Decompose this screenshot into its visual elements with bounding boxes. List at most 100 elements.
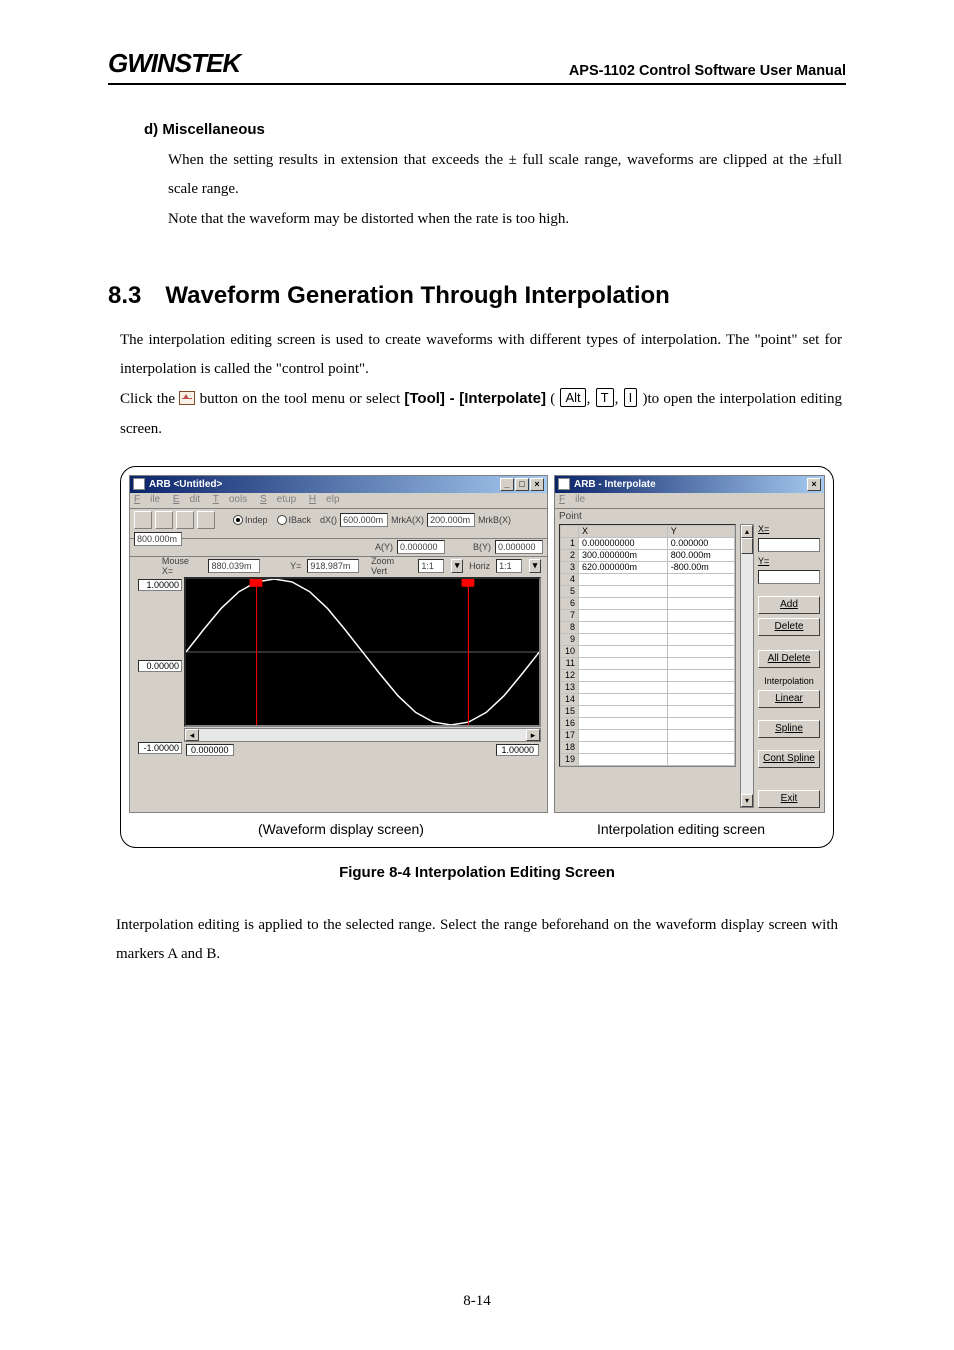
grid-cell[interactable]: [667, 681, 734, 693]
menu-file[interactable]: File: [134, 494, 160, 505]
scroll-right-arrow[interactable]: ▸: [526, 729, 540, 741]
radio-iback[interactable]: IBack: [277, 515, 312, 525]
tool-btn-1[interactable]: [134, 511, 152, 529]
menu-edit[interactable]: Edit: [173, 494, 200, 505]
table-row[interactable]: 3620.000000m-800.00m: [560, 561, 734, 573]
mrkb-field[interactable]: 800.000m: [134, 532, 182, 546]
grid-cell[interactable]: [667, 657, 734, 669]
table-row[interactable]: 5: [560, 585, 734, 597]
all-delete-button[interactable]: All Delete: [758, 650, 820, 668]
grid-cell[interactable]: 0.000000000: [578, 537, 667, 549]
table-row[interactable]: 18: [560, 741, 734, 753]
grid-cell[interactable]: [667, 597, 734, 609]
table-row[interactable]: 9: [560, 633, 734, 645]
grid-cell[interactable]: 800.000m: [667, 549, 734, 561]
left-menubar[interactable]: File Edit Tools Setup Help: [130, 493, 547, 509]
table-row[interactable]: 8: [560, 621, 734, 633]
grid-cell[interactable]: [578, 705, 667, 717]
scroll-thumb[interactable]: [741, 538, 753, 554]
spline-button[interactable]: Spline: [758, 720, 820, 738]
close-button[interactable]: ×: [530, 478, 544, 491]
grid-cell[interactable]: 0.000000: [667, 537, 734, 549]
table-row[interactable]: 6: [560, 597, 734, 609]
zoom-horiz-dropdown[interactable]: ▾: [529, 559, 541, 573]
scroll-left-arrow[interactable]: ◂: [185, 729, 199, 741]
grid-cell[interactable]: [578, 693, 667, 705]
zoom-horiz-field[interactable]: 1:1: [496, 559, 522, 573]
horizontal-scrollbar[interactable]: ◂ ▸: [184, 728, 541, 742]
table-row[interactable]: 7: [560, 609, 734, 621]
table-row[interactable]: 19: [560, 753, 734, 765]
menu-help[interactable]: Help: [309, 494, 340, 505]
grid-cell[interactable]: [578, 753, 667, 765]
grid-cell[interactable]: [578, 729, 667, 741]
menu-file[interactable]: File: [559, 494, 585, 505]
grid-cell[interactable]: [667, 645, 734, 657]
y-input[interactable]: [758, 570, 820, 584]
grid-cell[interactable]: [667, 741, 734, 753]
zoom-vert-dropdown[interactable]: ▾: [451, 559, 463, 573]
tool-btn-3[interactable]: [176, 511, 194, 529]
ay-field[interactable]: 0.000000: [397, 540, 445, 554]
left-titlebar[interactable]: ARB <Untitled> _ □ ×: [130, 476, 547, 493]
grid-cell[interactable]: 300.000000m: [578, 549, 667, 561]
scroll-down-arrow[interactable]: ▾: [741, 794, 753, 807]
mrka-field[interactable]: 200.000m: [427, 513, 475, 527]
exit-button[interactable]: Exit: [758, 790, 820, 808]
grid-cell[interactable]: -800.00m: [667, 561, 734, 573]
table-row[interactable]: 11: [560, 657, 734, 669]
table-row[interactable]: 10.0000000000.000000: [560, 537, 734, 549]
cont-spline-button[interactable]: Cont Spline: [758, 750, 820, 768]
grid-cell[interactable]: [667, 753, 734, 765]
grid-cell[interactable]: [667, 573, 734, 585]
close-button[interactable]: ×: [807, 478, 821, 491]
menu-tools[interactable]: Tools: [213, 494, 247, 505]
radio-indep[interactable]: Indep: [233, 515, 268, 525]
table-row[interactable]: 15: [560, 705, 734, 717]
tool-btn-2[interactable]: [155, 511, 173, 529]
grid-cell[interactable]: 620.000000m: [578, 561, 667, 573]
waveform-plot[interactable]: [184, 577, 541, 727]
grid-cell[interactable]: [578, 741, 667, 753]
grid-cell[interactable]: [667, 633, 734, 645]
menu-setup[interactable]: Setup: [260, 494, 296, 505]
grid-cell[interactable]: [667, 669, 734, 681]
x-input[interactable]: [758, 538, 820, 552]
grid-vertical-scrollbar[interactable]: ▴ ▾: [740, 524, 754, 808]
grid-cell[interactable]: [578, 657, 667, 669]
grid-cell[interactable]: [667, 729, 734, 741]
tool-btn-4[interactable]: [197, 511, 215, 529]
right-menubar[interactable]: File: [555, 493, 824, 509]
grid-cell[interactable]: [578, 669, 667, 681]
maximize-button[interactable]: □: [515, 478, 529, 491]
grid-cell[interactable]: [578, 609, 667, 621]
grid-cell[interactable]: [667, 717, 734, 729]
table-row[interactable]: 10: [560, 645, 734, 657]
grid-cell[interactable]: [667, 585, 734, 597]
grid-cell[interactable]: [578, 585, 667, 597]
grid-cell[interactable]: [578, 681, 667, 693]
zoom-vert-field[interactable]: 1:1: [418, 559, 444, 573]
table-row[interactable]: 16: [560, 717, 734, 729]
grid-cell[interactable]: [667, 609, 734, 621]
right-titlebar[interactable]: ARB - Interpolate ×: [555, 476, 824, 493]
point-grid[interactable]: XY10.0000000000.0000002300.000000m800.00…: [559, 524, 736, 767]
grid-cell[interactable]: [578, 573, 667, 585]
dx-field[interactable]: 600.000m: [340, 513, 388, 527]
grid-cell[interactable]: [578, 597, 667, 609]
grid-cell[interactable]: [578, 621, 667, 633]
by-field[interactable]: 0.000000: [495, 540, 543, 554]
delete-button[interactable]: Delete: [758, 618, 820, 636]
grid-cell[interactable]: [578, 633, 667, 645]
grid-cell[interactable]: [667, 693, 734, 705]
grid-cell[interactable]: [667, 621, 734, 633]
table-row[interactable]: 13: [560, 681, 734, 693]
table-row[interactable]: 17: [560, 729, 734, 741]
grid-cell[interactable]: [667, 705, 734, 717]
linear-button[interactable]: Linear: [758, 690, 820, 708]
table-row[interactable]: 2300.000000m800.000m: [560, 549, 734, 561]
grid-cell[interactable]: [578, 645, 667, 657]
table-row[interactable]: 14: [560, 693, 734, 705]
scroll-up-arrow[interactable]: ▴: [741, 525, 753, 538]
grid-cell[interactable]: [578, 717, 667, 729]
